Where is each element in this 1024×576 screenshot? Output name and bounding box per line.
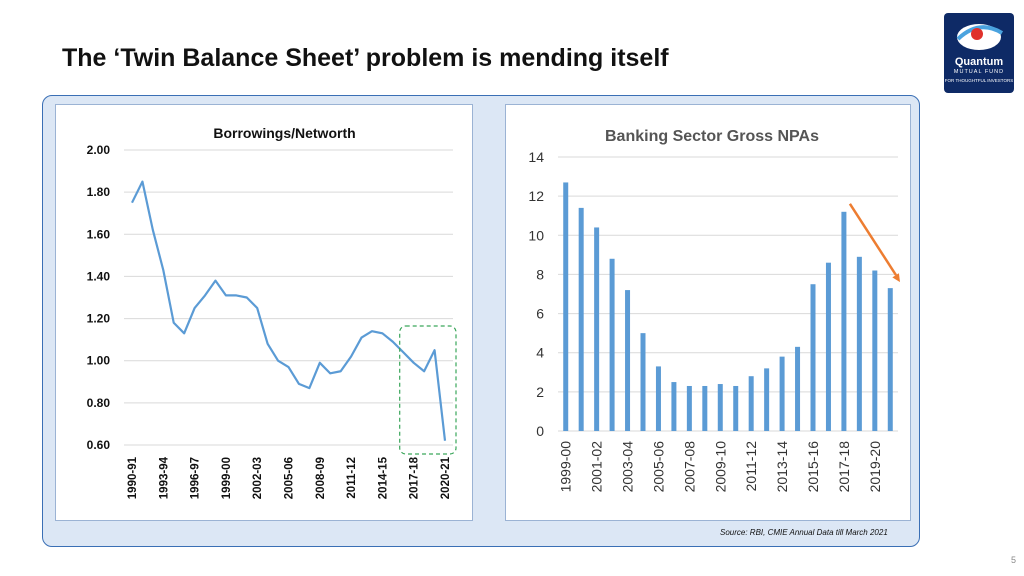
borrowings-chart-panel: Borrowings/Networth 0.60 0.80 1.00 1.20 1.40 1… [55, 104, 473, 521]
chart1-y-tick-label: 1.00 [87, 354, 111, 368]
chart1-y-tick-label: 1.40 [87, 269, 111, 283]
npa-chart-panel: Banking Sector Gross NPAs 0 2 4 6 8 10 12 14 1999… [505, 104, 911, 521]
chart2-bar [825, 262, 831, 431]
chart2-y-tick-label: 10 [528, 227, 544, 243]
borrowings-line-chart: Borrowings/Networth 0.60 0.80 1.00 1.20 1.40 1… [87, 125, 457, 499]
chart2-x-tick-label: 2015-16 [805, 441, 821, 493]
chart2-title: Banking Sector Gross NPAs [605, 128, 819, 145]
slide-title: The ‘Twin Balance Sheet’ problem is mend… [62, 44, 669, 72]
chart2-bar [640, 333, 646, 431]
chart2-bar [594, 227, 600, 431]
chart1-x-tick-label: 2005-06 [284, 457, 296, 499]
quantum-logo: Quantum MUTUAL FUND FOR THOUGHTFUL INVES… [944, 13, 1014, 93]
chart1-y-tick-label: 0.60 [87, 438, 111, 452]
chart1-x-tick-label: 2020-21 [440, 456, 452, 499]
chart2-bar [887, 288, 893, 431]
chart1-x-tick-label: 2014-15 [377, 456, 389, 499]
chart2-bar [702, 385, 708, 431]
chart2-x-tick-label: 2007-08 [681, 441, 697, 493]
chart1-x-tick-label: 2017-18 [409, 456, 421, 499]
chart2-x-tick-label: 1999-00 [558, 441, 574, 493]
chart1-x-tick-label: 1999-00 [221, 457, 233, 499]
chart1-x-tick-label: 2008-09 [315, 457, 327, 499]
chart2-bar [655, 366, 661, 431]
logo-subtitle: MUTUAL FUND [953, 69, 1005, 75]
chart1-x-tick-label: 2002-03 [252, 457, 264, 499]
chart2-bar [671, 382, 677, 431]
chart2-bar [872, 270, 878, 431]
chart2-bar [563, 182, 569, 431]
chart2-x-tick-label: 2011-12 [743, 441, 759, 492]
chart2-bar [625, 290, 631, 431]
chart2-y-tick-label: 8 [536, 266, 544, 282]
logo-tagline: FOR THOUGHTFUL INVESTORS [944, 78, 1014, 83]
logo-name: Quantum [954, 56, 1004, 68]
chart2-bar [856, 256, 862, 431]
chart2-y-tick-label: 0 [536, 423, 544, 439]
chart2-bar [841, 211, 847, 431]
chart1-x-tick-label: 2011-12 [346, 457, 358, 499]
chart2-bar [748, 376, 754, 431]
chart2-arrow-head-icon [892, 273, 900, 283]
chart2-x-tick-label: 2013-14 [774, 441, 790, 493]
chart2-bar [764, 368, 770, 431]
chart1-highlight-box [399, 325, 457, 455]
chart2-x-tick-label: 2001-02 [589, 441, 605, 493]
page-number: 5 [1011, 555, 1017, 565]
chart2-y-tick-label: 6 [536, 306, 544, 322]
chart1-y-tick-label: 0.80 [87, 396, 111, 410]
chart2-x-tick-label: 2003-04 [620, 441, 636, 493]
chart2-x-tick-label: 2005-06 [650, 441, 666, 493]
chart2-x-tick-label: 2019-20 [867, 441, 883, 493]
chart1-series-line [131, 180, 447, 441]
chart1-y-tick-label: 2.00 [87, 143, 111, 157]
chart2-x-tick-label: 2009-10 [712, 441, 728, 493]
chart2-bar [609, 258, 615, 431]
chart2-trend-arrow [848, 203, 898, 276]
chart2-bar [733, 385, 739, 431]
chart2-bar [779, 356, 785, 431]
chart1-x-tick-label: 1996-97 [190, 457, 202, 499]
chart1-y-tick-label: 1.80 [87, 185, 111, 199]
chart2-x-tick-label: 2017-18 [836, 441, 852, 493]
chart2-y-tick-label: 2 [536, 384, 544, 400]
chart2-bar [686, 385, 692, 431]
chart1-x-tick-label: 1990-91 [127, 456, 139, 499]
chart1-title: Borrowings/Networth [213, 125, 355, 141]
chart1-y-tick-label: 1.60 [87, 227, 111, 241]
npa-bar-chart: Banking Sector Gross NPAs 0 2 4 6 8 10 12 14 1999… [528, 128, 900, 493]
chart2-bar [810, 284, 816, 431]
source-note: Source: RBI, CMIE Annual Data till March… [720, 528, 888, 537]
logo-emblem-icon [956, 24, 1004, 50]
chart2-bar [717, 384, 723, 431]
chart2-y-tick-label: 12 [528, 188, 544, 204]
chart2-bar [578, 207, 584, 431]
chart1-x-tick-label: 1993-94 [158, 456, 170, 499]
chart2-y-tick-label: 4 [536, 345, 544, 361]
chart2-y-tick-label: 14 [528, 149, 544, 165]
chart2-bar [795, 346, 801, 431]
chart1-y-tick-label: 1.20 [87, 312, 111, 326]
